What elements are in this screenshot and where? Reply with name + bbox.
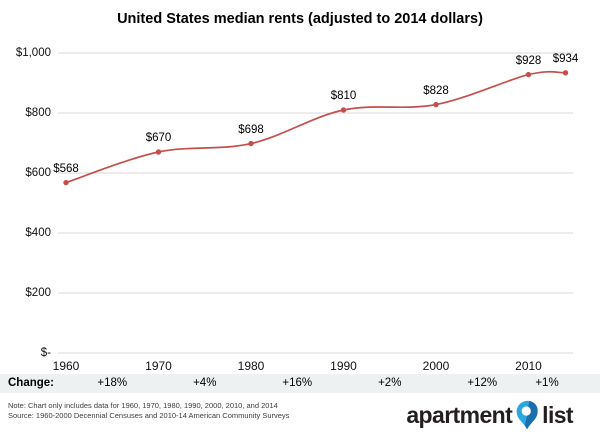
data-point: [63, 179, 69, 186]
source-line: Source: 1960-2000 Decennial Censuses and…: [8, 411, 290, 420]
change-value: +18%: [97, 377, 128, 389]
trend-line: [65, 70, 566, 184]
footnotes: Note: Chart only includes data for 1960,…: [8, 401, 289, 421]
apartment-list-logo: apartment list: [406, 399, 574, 431]
x-axis-tick-label: 2000: [422, 359, 450, 373]
y-axis-tick-label: $800: [25, 107, 51, 119]
data-point-label: $670: [145, 132, 172, 144]
data-point-label: $934: [552, 52, 579, 65]
data-point-label: $568: [53, 162, 79, 175]
logo-word-list: list: [542, 402, 573, 428]
change-value: +12%: [467, 377, 498, 389]
change-row-label: Change:: [8, 377, 54, 389]
change-value: +2%: [378, 377, 402, 389]
data-point: [562, 70, 569, 76]
y-axis-tick-label: $600: [25, 167, 51, 179]
change-row: [0, 374, 600, 393]
y-axis-tick-label: $1,000: [15, 47, 51, 59]
x-axis-tick-label: 2010: [515, 359, 542, 373]
data-point-label: $828: [423, 84, 449, 97]
y-axis-tick-label: $400: [25, 227, 51, 239]
data-point: [248, 140, 254, 147]
chart-title: United States median rents (adjusted to …: [117, 11, 483, 27]
rent-trend-series: [63, 70, 569, 186]
y-axis-tick-label: $-: [40, 347, 51, 359]
x-axis-tick-label: 1980: [237, 359, 265, 373]
x-axis-tick-label: 1970: [145, 359, 172, 373]
change-value: +16%: [282, 377, 313, 389]
data-point-label: $810: [330, 90, 357, 102]
y-axis-tick-label: $200: [25, 287, 51, 299]
data-point: [525, 71, 532, 78]
change-value: +4%: [193, 377, 217, 389]
x-axis-tick-label: 1960: [52, 359, 80, 373]
gridlines: [58, 52, 573, 354]
x-axis-tick-label: 1990: [330, 359, 357, 373]
change-value: +1%: [535, 377, 559, 389]
note-line: Note: Chart only includes data for 1960,…: [8, 401, 278, 410]
logo-word-apartment: apartment: [406, 402, 513, 428]
data-point-label: $698: [238, 123, 264, 136]
data-point: [155, 149, 162, 155]
data-point-label: $928: [515, 54, 542, 67]
data-point: [340, 107, 347, 113]
data-point: [433, 101, 439, 108]
map-pin-icon: [516, 400, 538, 429]
